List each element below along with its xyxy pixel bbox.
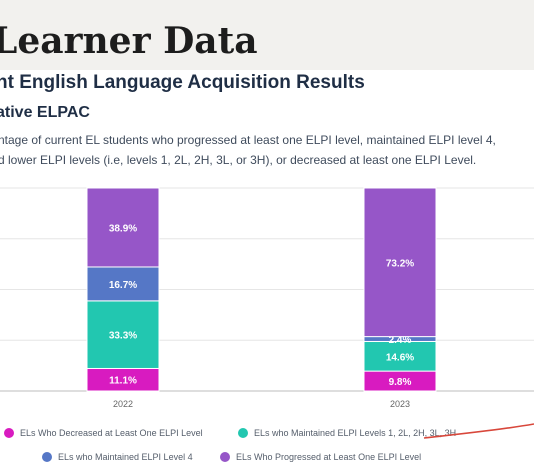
legend-item-maintained-lower[interactable]: ELs who Maintained ELPI Levels 1, 2L, 2H… [238,428,456,438]
bar-segment-maintained-lower-2023[interactable] [363,340,437,372]
legend-label-decreased: ELs Who Decreased at Least One ELPI Leve… [20,428,203,438]
data-label-maintained-lower-2022: 33.3% [109,331,137,342]
data-label-maintained-level4-2022: 16.7% [109,280,137,291]
data-label-maintained-lower-2023: 14.6% [386,352,414,363]
legend-item-maintained-level4[interactable]: ELs who Maintained ELPI Level 4 [42,452,193,462]
legend-dot-decreased [4,428,14,438]
data-label-decreased-2022: 11.1% [109,376,137,387]
chart-subtitle: ative ELPAC [0,104,90,121]
legend-dot-progressed [220,452,230,462]
legend-dot-maintained-level4 [42,452,52,462]
legend-label-progressed: ELs Who Progressed at Least One ELPI Lev… [236,452,422,462]
legend-label-maintained-lower: ELs who Maintained ELPI Levels 1, 2L, 2H… [254,428,457,438]
legend-dot-maintained-lower [238,428,248,438]
bar-segment-maintained-lower-2022[interactable] [86,300,160,369]
bar-segment-maintained-level4-2022[interactable] [86,266,160,302]
chart-description: ntage of current EL students who progres… [0,130,534,170]
data-label-progressed-2022: 38.9% [109,223,137,234]
legend-item-progressed[interactable]: ELs Who Progressed at Least One ELPI Lev… [220,452,421,462]
legend-label-maintained-level4: ELs who Maintained ELPI Level 4 [58,452,193,462]
chart-title: nt English Language Acquisition Results [0,72,365,93]
bar-segment-progressed-2023[interactable] [363,187,437,338]
x-tick-label-2022: 2022 [113,399,133,409]
data-label-maintained-level4-2023: 2.4% [389,335,412,346]
bar-segment-progressed-2022[interactable] [86,187,160,268]
data-label-progressed-2023: 73.2% [386,258,414,269]
description-line-1: ntage of current EL students who progres… [0,133,496,147]
header-band [0,0,534,70]
legend-item-decreased[interactable]: ELs Who Decreased at Least One ELPI Leve… [4,428,203,438]
page-heading: Learner Data [0,20,258,62]
description-line-2: d lower ELPI levels (i.e, levels 1, 2L, … [0,153,477,167]
data-label-decreased-2023: 9.8% [389,377,412,388]
x-tick-label-2023: 2023 [390,399,410,409]
